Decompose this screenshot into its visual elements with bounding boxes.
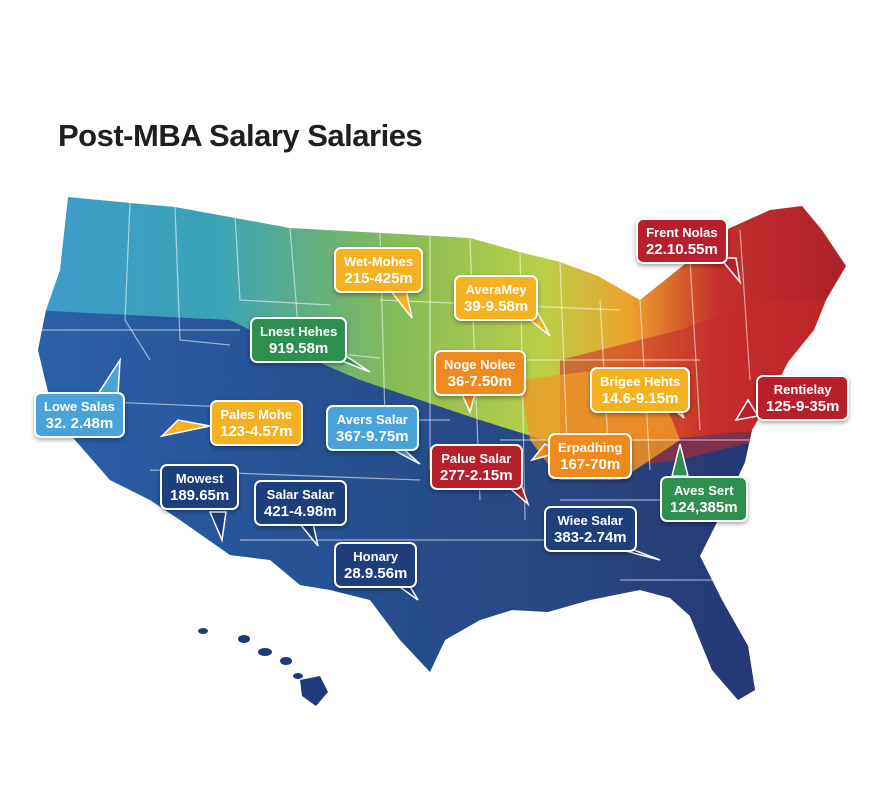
- label-value: 22.10.55m: [646, 241, 718, 258]
- label-title: Wiee Salar: [557, 513, 624, 528]
- label-frent-nolas: Frent Nolas 22.10.55m: [636, 218, 728, 264]
- label-title: Palue Salar: [441, 451, 512, 466]
- label-noge-nolee: Noge Nolee 36-7.50m: [434, 350, 526, 396]
- label-value: 125-9-35m: [766, 398, 840, 415]
- label-value: 32. 2.48m: [45, 415, 114, 432]
- label-title: Erpadhing: [558, 440, 623, 455]
- label-title: Pales Mohe: [220, 407, 293, 422]
- label-wiee-salar: Wiee Salar 383-2.74m: [544, 506, 637, 552]
- label-lnest-hehes: Lnest Hehes 919.58m: [250, 317, 348, 363]
- label-value: 167-70m: [560, 456, 621, 473]
- label-title: Salar Salar: [266, 487, 334, 502]
- label-value: 39-9.58m: [464, 298, 529, 315]
- label-wet-mohes: Wet-Mohes 215-425m: [334, 247, 424, 293]
- label-title: Avers Salar: [336, 412, 408, 427]
- label-value: 277-2.15m: [440, 467, 513, 484]
- label-title: Wet-Mohes: [344, 254, 414, 269]
- label-value: 189.65m: [170, 487, 230, 504]
- label-title: Honary: [353, 549, 399, 564]
- label-title: Brigee Hehts: [600, 374, 681, 389]
- label-palue-salar: Palue Salar 277-2.15m: [430, 444, 523, 490]
- label-erpadhing: Erpadhing 167-70m: [548, 433, 633, 479]
- label-rentielay: Rentielay 125-9-35m: [756, 375, 850, 421]
- label-value: 919.58m: [269, 340, 329, 357]
- label-title: Rentielay: [773, 382, 832, 397]
- label-value: 383-2.74m: [554, 529, 627, 546]
- label-brigee-hehts: Brigee Hehts 14.6-9.15m: [590, 367, 691, 413]
- label-salar-salar: Salar Salar 421-4.98m: [254, 480, 347, 526]
- label-aves-sert: Aves Sert 124,385m: [660, 476, 748, 522]
- label-value: 421-4.98m: [264, 503, 337, 520]
- label-averamey: AveraMey 39-9.58m: [454, 275, 539, 321]
- label-title: Aves Sert: [674, 483, 734, 498]
- label-value: 367-9.75m: [336, 428, 409, 445]
- label-title: Lowe Salas: [44, 399, 115, 414]
- label-value: 123-4.57m: [220, 423, 293, 440]
- hawaii-islands: [198, 628, 328, 706]
- label-value: 215-425m: [344, 270, 413, 287]
- label-title: Mowest: [175, 471, 224, 486]
- label-title: Frent Nolas: [646, 225, 718, 240]
- label-title: Noge Nolee: [444, 357, 516, 372]
- map-title: Post-MBA Salary Salaries: [58, 118, 423, 153]
- label-pales-mohe: Pales Mohe 123-4.57m: [210, 400, 303, 446]
- label-lowe-salas: Lowe Salas 32. 2.48m: [34, 392, 125, 438]
- label-title: AveraMey: [465, 282, 527, 297]
- label-value: 124,385m: [670, 499, 738, 516]
- label-mowest: Mowest 189.65m: [160, 464, 240, 510]
- label-title: Lnest Hehes: [260, 324, 338, 339]
- label-value: 36-7.50m: [447, 373, 512, 390]
- label-value: 28.9.56m: [344, 565, 408, 582]
- label-honary: Honary 28.9.56m: [334, 542, 418, 588]
- label-value: 14.6-9.15m: [601, 390, 679, 407]
- label-avers-salar: Avers Salar 367-9.75m: [326, 405, 419, 451]
